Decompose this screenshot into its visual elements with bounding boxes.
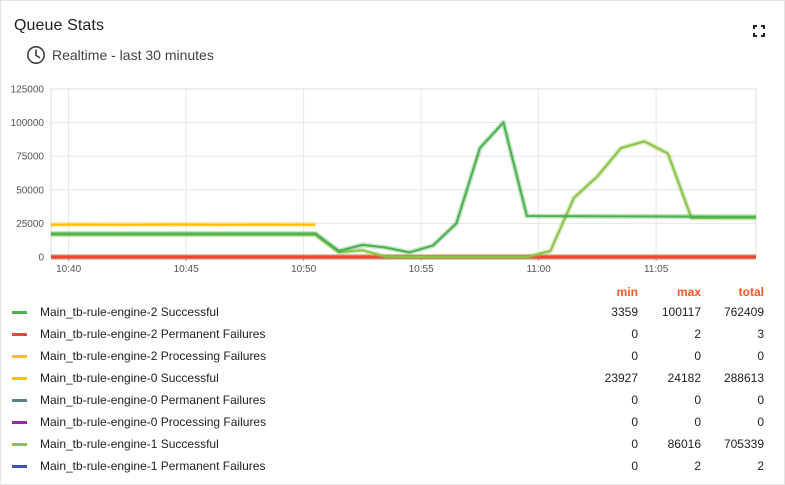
y-tick-label: 50000	[16, 185, 44, 196]
legend-swatch	[12, 333, 27, 336]
series-line	[51, 140, 756, 258]
legend-row[interactable]: Main_tb-rule-engine-1 Successful 0 86016…	[1, 433, 785, 455]
series-line	[51, 121, 757, 254]
timewindow-label[interactable]: Realtime - last 30 minutes	[26, 44, 214, 66]
x-tick-label: 11:05	[644, 264, 669, 275]
series-line-shadow	[51, 138, 756, 260]
legend-series-name[interactable]: Main_tb-rule-engine-1 Successful	[40, 437, 219, 451]
legend-total-value: 0	[757, 415, 764, 429]
legend-header-max: max	[676, 285, 701, 299]
legend-row[interactable]: Main_tb-rule-engine-1 Permanent Failures…	[1, 455, 785, 477]
legend-total-value: 3	[757, 327, 764, 341]
legend-row[interactable]: Main_tb-rule-engine-0 Permanent Failures…	[1, 389, 785, 411]
legend-swatch	[12, 465, 27, 468]
fullscreen-icon[interactable]	[753, 25, 765, 37]
legend-swatch	[12, 311, 27, 314]
legend-series-name[interactable]: Main_tb-rule-engine-2 Processing Failure…	[40, 349, 267, 363]
legend-min-value: 0	[631, 437, 638, 451]
timewindow-text: Realtime - last 30 minutes	[52, 47, 214, 63]
legend-swatch	[12, 443, 27, 446]
legend-max-value: 24182	[667, 371, 701, 385]
legend-max-value: 86016	[667, 437, 701, 451]
y-tick-label: 125000	[11, 85, 45, 96]
widget-title: Queue Stats	[14, 17, 105, 34]
legend-row[interactable]: Main_tb-rule-engine-2 Successful 3359 10…	[1, 301, 785, 323]
legend-series-name[interactable]: Main_tb-rule-engine-1 Permanent Failures	[40, 459, 266, 473]
y-tick-label: 100000	[11, 118, 45, 129]
legend-total-value: 2	[757, 459, 764, 473]
legend-series-name[interactable]: Main_tb-rule-engine-2 Permanent Failures	[40, 327, 266, 341]
legend-series-name[interactable]: Main_tb-rule-engine-2 Successful	[40, 305, 219, 319]
line-chart: 0 25000 50000 75000 100000 125000 10:40 10:45 10…	[11, 85, 757, 275]
legend-min-value: 0	[631, 415, 638, 429]
legend-max-value: 0	[694, 415, 701, 429]
legend-row[interactable]: Main_tb-rule-engine-2 Permanent Failures…	[1, 323, 785, 345]
legend-total-value: 288613	[723, 371, 764, 385]
legend-max-value: 0	[694, 393, 701, 407]
legend-min-value: 0	[631, 327, 638, 341]
legend-swatch	[12, 355, 27, 358]
legend-max-value: 2	[694, 459, 701, 473]
legend-swatch	[12, 399, 27, 402]
x-tick-label: 10:40	[56, 264, 81, 275]
legend-row[interactable]: Main_tb-rule-engine-0 Processing Failure…	[1, 411, 785, 433]
legend-row[interactable]: Main_tb-rule-engine-0 Successful 23927 2…	[1, 367, 785, 389]
clock-icon	[27, 46, 45, 64]
legend-min-value: 0	[631, 459, 638, 473]
legend-min-value: 3359	[611, 305, 638, 319]
legend-header-min: min	[616, 285, 638, 299]
legend-series-name[interactable]: Main_tb-rule-engine-0 Permanent Failures	[40, 393, 266, 407]
legend-header-total: total	[738, 285, 764, 299]
legend-min-value: 0	[631, 349, 638, 363]
y-tick-label: 0	[38, 253, 44, 264]
legend-series-name[interactable]: Main_tb-rule-engine-0 Processing Failure…	[40, 415, 267, 429]
legend-max-value: 2	[694, 327, 701, 341]
legend-series-name[interactable]: Main_tb-rule-engine-0 Successful	[40, 371, 219, 385]
legend-row[interactable]: Main_tb-rule-engine-2 Processing Failure…	[1, 345, 785, 367]
legend-table: Main_tb-rule-engine-2 Successful 3359 10…	[1, 301, 785, 477]
legend-total-value: 705339	[723, 437, 764, 451]
legend-total-value: 762409	[723, 305, 764, 319]
legend-min-value: 0	[631, 393, 638, 407]
legend-total-value: 0	[757, 349, 764, 363]
y-tick-label: 75000	[16, 152, 44, 163]
legend-max-value: 100117	[661, 305, 701, 319]
legend-total-value: 0	[757, 393, 764, 407]
legend-max-value: 0	[694, 349, 701, 363]
x-tick-label: 10:45	[174, 264, 199, 275]
x-tick-label: 10:55	[409, 264, 434, 275]
legend-min-value: 23927	[604, 371, 638, 385]
legend-swatch	[12, 421, 27, 424]
x-tick-label: 11:00	[526, 264, 551, 275]
legend-swatch	[12, 377, 27, 380]
y-tick-label: 25000	[16, 219, 44, 230]
x-tick-label: 10:50	[291, 264, 316, 275]
